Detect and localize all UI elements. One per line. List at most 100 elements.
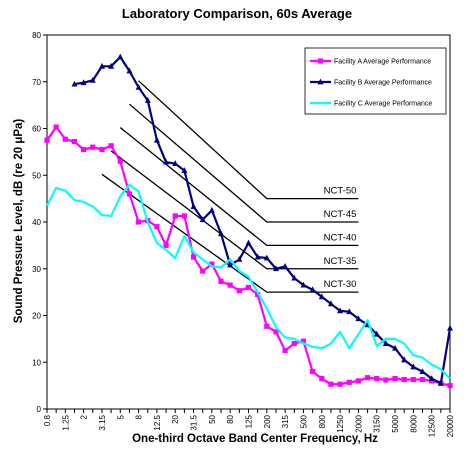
series-facility-c (46, 183, 451, 380)
data-point (227, 261, 234, 268)
x-tick-label: 800 (318, 414, 327, 428)
data-point (154, 224, 160, 230)
data-point (300, 281, 307, 288)
data-point (135, 83, 142, 90)
data-point (382, 340, 389, 346)
data-point (190, 254, 197, 260)
x-tick-label: 20 (171, 414, 180, 423)
data-point (71, 80, 78, 87)
nct-label: NCT-40 (324, 232, 357, 243)
data-point (62, 136, 68, 142)
data-point (355, 378, 362, 384)
data-point (99, 146, 105, 153)
nct-curve-nct-50 (138, 80, 359, 200)
legend-label: Facility C Average Performance (334, 101, 432, 108)
data-point (245, 284, 252, 291)
data-point (300, 338, 307, 344)
data-point (428, 375, 435, 382)
data-point (236, 256, 243, 262)
data-point (310, 369, 316, 375)
data-point (317, 58, 324, 64)
x-tick-label: 20000 (446, 414, 455, 437)
data-point (236, 288, 242, 294)
x-tick-label: 8 (135, 414, 144, 419)
legend-label: Facility B Average Performance (334, 80, 432, 87)
data-point (419, 368, 426, 374)
data-point (264, 323, 270, 329)
data-point (355, 315, 362, 322)
data-point (437, 379, 444, 386)
data-point (337, 381, 343, 387)
data-point (373, 330, 380, 337)
data-point (401, 376, 407, 383)
data-point (190, 203, 197, 209)
data-point (163, 242, 169, 248)
data-point (209, 261, 215, 267)
x-tick-label: 80 (226, 414, 235, 423)
data-point (392, 376, 398, 382)
data-point (319, 376, 325, 382)
data-point (200, 268, 206, 274)
nct-label: NCT-35 (324, 256, 357, 267)
data-point (199, 216, 206, 223)
data-point (181, 213, 187, 219)
x-tick-label: 2 (80, 414, 89, 419)
data-point (98, 62, 105, 69)
x-tick-label: 5000 (391, 414, 400, 432)
x-tick-label: 200 (263, 414, 272, 428)
x-tick-label: 12.5 (153, 414, 162, 430)
data-point (318, 293, 325, 300)
nct-label: NCT-45 (324, 209, 357, 220)
data-point (135, 219, 142, 225)
chart-title: Laboratory Comparison, 60s Average (121, 6, 353, 21)
data-point (126, 191, 133, 197)
data-point (401, 356, 408, 363)
data-point (218, 278, 224, 284)
data-point (273, 329, 279, 335)
data-point (255, 291, 261, 298)
data-point (282, 347, 288, 354)
data-point (71, 138, 78, 145)
y-tick-label: 30 (32, 265, 41, 274)
nct-label: NCT-50 (324, 186, 357, 197)
data-point (90, 144, 96, 150)
x-tick-label: 8000 (409, 414, 418, 432)
data-point (447, 324, 453, 331)
data-point (317, 78, 324, 85)
data-point (337, 307, 344, 314)
x-tick-label: 0.8 (43, 414, 52, 426)
y-tick-label: 50 (32, 171, 41, 180)
data-point (291, 274, 298, 281)
data-point (272, 265, 279, 272)
data-point (309, 286, 316, 293)
y-tick-label: 10 (32, 358, 41, 367)
legend-label: Facility A Average Performance (334, 59, 431, 66)
data-point (208, 206, 215, 213)
x-tick-label: 2000 (354, 414, 363, 432)
y-tick-label: 0 (37, 405, 42, 414)
data-point (410, 376, 416, 383)
y-tick-label: 60 (32, 125, 41, 134)
data-point (245, 239, 252, 246)
data-point (53, 124, 59, 130)
data-point (108, 62, 115, 69)
x-tick-label: 12500 (428, 414, 437, 437)
data-point (346, 308, 353, 315)
data-point (263, 254, 270, 261)
data-point (108, 143, 114, 149)
data-point (163, 158, 170, 165)
data-point (419, 376, 426, 383)
nct-curve-nct-40 (119, 127, 359, 247)
data-point (282, 263, 289, 269)
data-point (181, 167, 188, 173)
data-point (410, 363, 417, 370)
nct-curve-nct-35 (110, 150, 359, 270)
x-tick-label: 315 (281, 414, 290, 428)
data-point (172, 160, 179, 166)
data-point (328, 381, 334, 387)
data-point (172, 213, 178, 219)
data-point (254, 253, 261, 260)
data-point (227, 282, 233, 288)
nct-curve-nct-30 (101, 173, 359, 293)
data-point (89, 76, 96, 83)
